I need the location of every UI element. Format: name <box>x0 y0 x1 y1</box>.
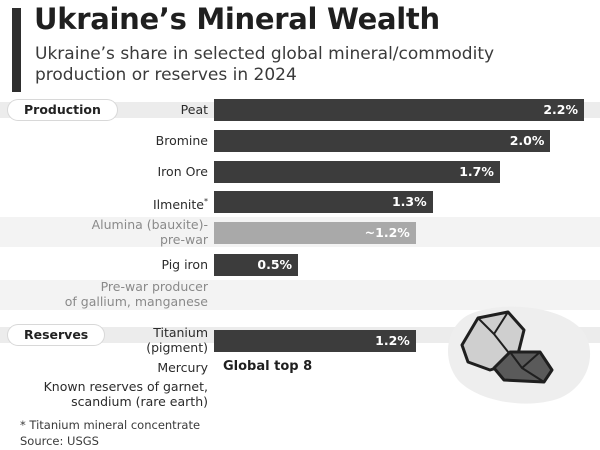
bar-value-label: ~1.2% <box>364 225 410 240</box>
section-label-production: Production <box>8 100 117 120</box>
mercury-annotation: Global top 8 <box>223 359 313 374</box>
data-bar: 2.0% <box>214 130 551 152</box>
data-bar: ~1.2% <box>214 222 416 244</box>
category-label: Pre-war producer of gallium, manganese <box>65 279 208 309</box>
category-label-line: Pig iron <box>161 256 208 272</box>
category-label: Known reserves of garnet, scandium (rare … <box>44 379 208 409</box>
data-bar: 2.2% <box>214 99 584 121</box>
category-label: Titanium (pigment) <box>146 325 208 355</box>
category-label: Mercury <box>157 360 208 375</box>
category-label-line: (pigment) <box>146 340 208 355</box>
row-stripe <box>0 280 600 310</box>
category-label: Alumina (bauxite)- pre-war <box>92 217 208 247</box>
bar-value-label: 1.2% <box>375 333 410 348</box>
category-label: Peat <box>181 102 208 117</box>
footnote-marker: * <box>204 196 208 206</box>
category-label: Ilmenite* <box>153 194 208 212</box>
category-label-line: Alumina (bauxite)- <box>91 217 208 232</box>
category-label-line: pre-war <box>159 232 208 247</box>
category-label-line: Titanium <box>153 325 208 340</box>
category-label-line: Mercury <box>157 359 208 375</box>
category-label: Bromine <box>156 133 208 148</box>
bar-value-label: 0.5% <box>257 257 293 272</box>
chart-title: Ukraine’s Mineral Wealth <box>34 2 440 36</box>
category-label-line: Peat <box>180 101 208 117</box>
category-label-line: Known reserves of garnet, <box>43 379 208 394</box>
data-bar: 0.5% <box>214 254 299 276</box>
category-label-line: Pre-war producer <box>100 279 208 294</box>
data-bar: 1.3% <box>214 191 433 213</box>
category-label: Iron Ore <box>158 164 209 179</box>
section-label-reserves: Reserves <box>8 325 105 345</box>
source-note: Source: USGS <box>20 434 99 448</box>
bar-value-label: 2.2% <box>543 102 578 117</box>
bar-value-label: 1.3% <box>391 194 427 209</box>
footnote-ilmenite: * Titanium mineral concentrate <box>20 418 201 432</box>
category-label: Pig iron <box>161 257 208 272</box>
title-accent-bar <box>12 8 21 92</box>
data-bar: 1.7% <box>214 161 500 183</box>
category-label-line: scandium (rare earth) <box>71 394 208 409</box>
bar-value-label: 1.7% <box>459 164 494 179</box>
category-label-line: Bromine <box>155 132 208 148</box>
chart-subtitle: Ukraine’s share in selected global miner… <box>35 44 495 85</box>
data-bar: 1.2% <box>214 330 416 352</box>
category-label-line: of gallium, manganese <box>64 294 208 309</box>
category-label-line: Iron Ore <box>157 163 209 179</box>
category-label-line: Ilmenite* <box>152 196 208 212</box>
bar-value-label: 2.0% <box>509 133 545 148</box>
